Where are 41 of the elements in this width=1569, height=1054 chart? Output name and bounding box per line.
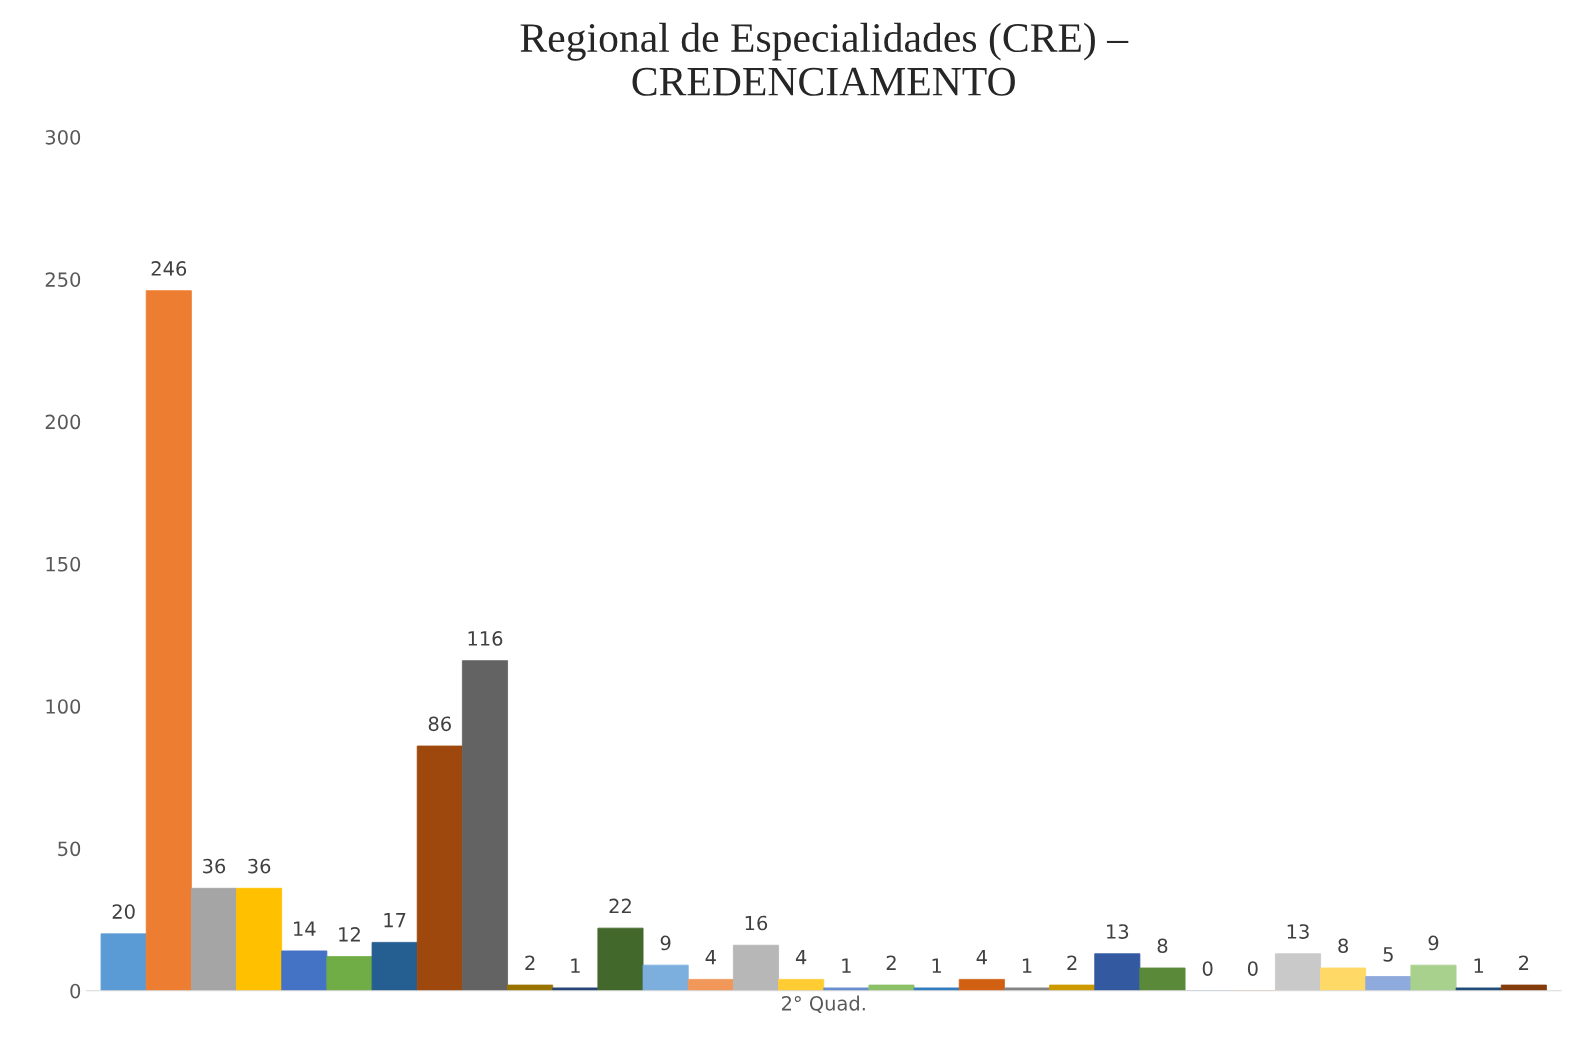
data-label: 4 — [705, 950, 716, 965]
data-label: 4 — [976, 950, 987, 965]
data-label: 17 — [384, 913, 406, 928]
y-tick-label: 50 — [58, 841, 81, 857]
data-label: 2 — [1067, 955, 1077, 970]
data-label: 36 — [203, 858, 226, 874]
data-label: 13 — [1107, 924, 1129, 939]
y-tick-label: 300 — [45, 129, 81, 145]
y-tick-label: 0 — [70, 983, 81, 999]
y-tick-label: 250 — [45, 272, 81, 287]
data-label: 2 — [1519, 955, 1529, 970]
data-label: 116 — [468, 631, 503, 646]
x-tick-label: 2° Quad. — [781, 995, 865, 1013]
data-label: 12 — [339, 927, 360, 942]
data-label: 1 — [1022, 958, 1032, 973]
data-label: 13 — [1287, 924, 1309, 939]
data-label: 246 — [151, 261, 187, 276]
data-label: 16 — [745, 915, 768, 931]
data-label: 86 — [428, 716, 451, 732]
data-label: 36 — [248, 858, 271, 874]
data-label: 5 — [1383, 947, 1393, 962]
y-tick-label: 150 — [46, 556, 81, 572]
data-label: 0 — [1247, 961, 1258, 976]
data-label: 9 — [1428, 935, 1439, 951]
data-label: 0 — [1202, 961, 1213, 976]
data-label: 1 — [571, 958, 580, 973]
data-label: 1 — [1474, 958, 1484, 973]
data-label: 4 — [795, 950, 807, 965]
data-label: 20 — [112, 904, 135, 919]
data-label: 8 — [1338, 938, 1349, 954]
y-tick-label: 100 — [46, 699, 81, 714]
data-label: 8 — [1157, 938, 1168, 954]
data-label: 1 — [932, 958, 942, 973]
chart-title: Regional de Especialidades (CRE) – CREDENCIAMENTO — [520, 22, 1129, 96]
data-label: 14 — [294, 921, 316, 936]
data-label: 2 — [525, 955, 535, 970]
data-label: 2 — [886, 955, 896, 970]
data-label: 9 — [660, 935, 671, 951]
data-label: 22 — [609, 898, 631, 913]
y-tick-label: 200 — [45, 414, 81, 430]
data-label: 1 — [842, 958, 851, 973]
